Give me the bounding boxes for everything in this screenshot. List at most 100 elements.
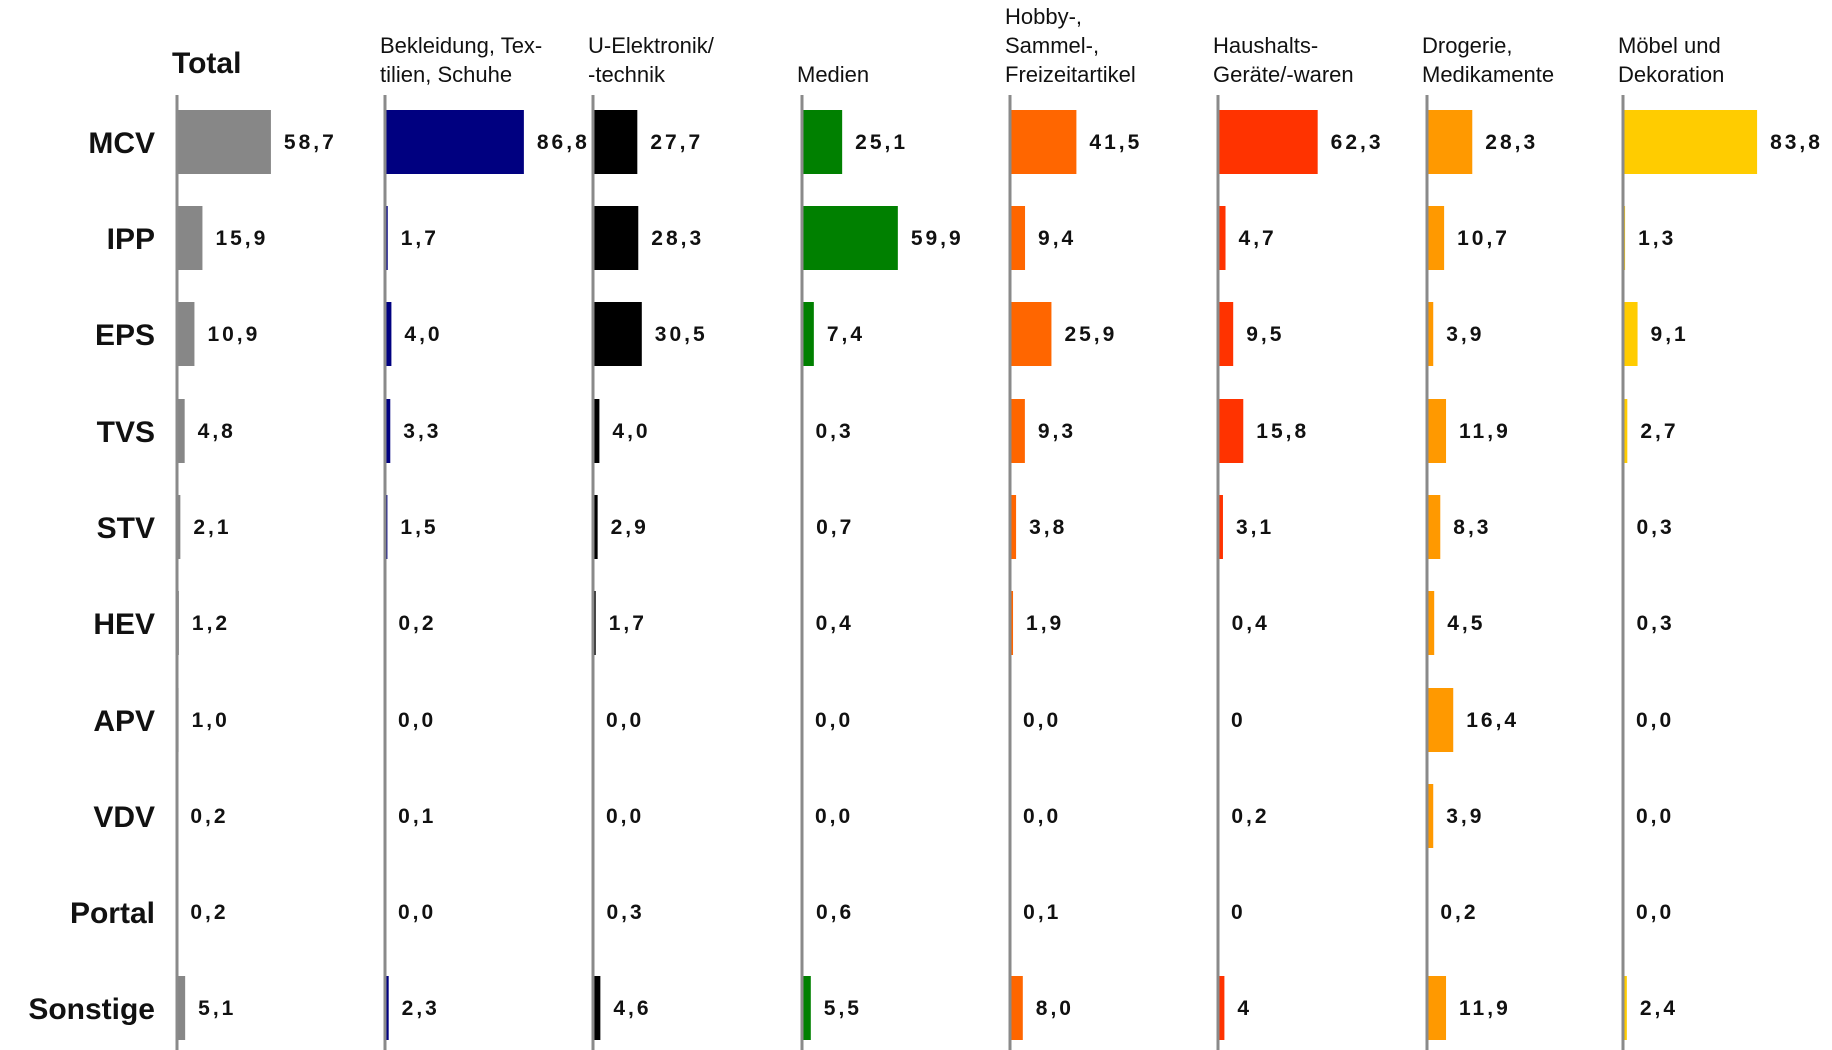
bar — [177, 976, 186, 1040]
bar — [1427, 784, 1434, 848]
value-label: 2,3 — [402, 997, 440, 1020]
bar — [802, 110, 843, 174]
panel-total: Total 58,7 15,9 10,9 4,8 2,1 1,2 1,0 0,2 0,2 5,1 — [172, 47, 337, 1050]
value-label: 0,0 — [1636, 805, 1674, 828]
panel-drogerie-medikamente: Drogerie, Medikamente 28,3 10,7 3,9 11,9 8,3 4,… — [1422, 33, 1554, 1050]
value-label: 0,3 — [1636, 612, 1674, 635]
value-label: 7,4 — [827, 323, 865, 346]
value-label: 27,7 — [650, 131, 703, 154]
bar — [1010, 976, 1023, 1040]
value-label: 10,7 — [1457, 227, 1510, 250]
value-label: 2,9 — [611, 516, 649, 539]
bar — [1427, 110, 1473, 174]
value-label: 2,4 — [1640, 997, 1678, 1020]
bar — [1623, 399, 1628, 463]
value-label: 15,8 — [1256, 420, 1309, 443]
value-label: 3,9 — [1446, 323, 1484, 346]
value-label: 0,2 — [190, 901, 228, 924]
value-label: 0,0 — [815, 805, 853, 828]
value-label: 0,2 — [1440, 901, 1478, 924]
bar — [593, 206, 639, 270]
value-label: 4,0 — [404, 323, 442, 346]
value-label: 30,5 — [655, 323, 708, 346]
column-title: Bekleidung, Tex-tilien, Schuhe — [380, 33, 542, 87]
value-label: 4,5 — [1447, 612, 1485, 635]
row-label-ipp: IPP — [107, 223, 155, 256]
value-label: 59,9 — [911, 227, 964, 250]
bar — [1427, 206, 1445, 270]
value-label: 9,5 — [1246, 323, 1284, 346]
value-label: 10,9 — [207, 323, 260, 346]
value-label: 0,1 — [398, 805, 436, 828]
value-label: 0,3 — [815, 420, 853, 443]
value-label: 0 — [1231, 709, 1246, 732]
value-label: 1,3 — [1638, 227, 1676, 250]
panel-möbel-und-dekoration: Möbel und Dekoration 83,8 1,3 9,1 2,7 0,3 0,3 0,… — [1618, 33, 1823, 1050]
row-label-vdv: VDV — [93, 801, 155, 834]
bar — [1623, 976, 1627, 1040]
value-label: 9,1 — [1651, 323, 1689, 346]
value-label: 4,6 — [613, 997, 651, 1020]
column-title: Medien — [797, 62, 869, 87]
bar — [593, 399, 600, 463]
value-label: 9,3 — [1038, 420, 1076, 443]
value-label: 0,0 — [1023, 805, 1061, 828]
value-label: 0,3 — [606, 901, 644, 924]
row-label-stv: STV — [97, 512, 155, 545]
bar — [593, 302, 642, 366]
bar — [1218, 976, 1225, 1040]
bar — [177, 495, 181, 559]
value-label: 8,0 — [1036, 997, 1074, 1020]
value-label: 0,0 — [398, 901, 436, 924]
bar — [1427, 302, 1434, 366]
value-label: 0,6 — [816, 901, 854, 924]
value-label: 0,0 — [606, 709, 644, 732]
panel-u-elektronik-technik: U-Elektronik/-technik 27,7 28,3 30,5 4,0 2,9 1… — [588, 33, 715, 1050]
value-label: 1,9 — [1026, 612, 1064, 635]
bar — [593, 495, 598, 559]
column-title: Möbel und Dekoration — [1618, 33, 1724, 87]
value-label: 0,7 — [816, 516, 854, 539]
value-label: 4,7 — [1239, 227, 1277, 250]
value-label: 41,5 — [1089, 131, 1142, 154]
value-label: 1,2 — [192, 612, 230, 635]
value-label: 0 — [1231, 901, 1246, 924]
value-label: 0,0 — [1636, 709, 1674, 732]
value-label: 62,3 — [1331, 131, 1384, 154]
value-label: 2,1 — [193, 516, 231, 539]
value-label: 5,1 — [198, 997, 236, 1020]
bar — [1010, 110, 1077, 174]
bar — [1427, 591, 1435, 655]
bar — [802, 302, 814, 366]
bar — [802, 976, 811, 1040]
row-label-portal: Portal — [70, 897, 155, 930]
value-label: 3,1 — [1236, 516, 1274, 539]
bar — [385, 399, 391, 463]
value-label: 16,4 — [1466, 709, 1519, 732]
value-label: 4,0 — [612, 420, 650, 443]
value-label: 83,8 — [1770, 131, 1823, 154]
value-label: 1,5 — [400, 516, 438, 539]
bar — [593, 110, 638, 174]
value-label: 25,9 — [1064, 323, 1117, 346]
row-label-mcv: MCV — [88, 127, 155, 160]
panels: Total 58,7 15,9 10,9 4,8 2,1 1,2 1,0 0,2 0,2 5,1 Be… — [172, 4, 1823, 1050]
bar — [385, 302, 392, 366]
value-label: 0,0 — [606, 805, 644, 828]
bar — [1010, 399, 1025, 463]
bar — [177, 206, 203, 270]
value-label: 1,0 — [192, 709, 230, 732]
bar — [177, 399, 185, 463]
bar — [177, 302, 195, 366]
bar — [1010, 302, 1052, 366]
value-label: 28,3 — [651, 227, 704, 250]
panel-hobby-sammel-freizeitartikel: Hobby-, Sammel-, Freizeitartikel 41,5 9,4 25,… — [1005, 4, 1142, 1050]
value-label: 58,7 — [284, 131, 337, 154]
value-label: 5,5 — [824, 997, 862, 1020]
value-label: 3,3 — [403, 420, 441, 443]
row-label-sonstige: Sonstige — [28, 993, 155, 1026]
panel-medien: Medien 25,1 59,9 7,4 0,3 0,7 0,4 0,0 0,0 0,6 5,5 — [797, 62, 964, 1050]
bar — [1218, 206, 1226, 270]
value-label: 0,2 — [190, 805, 228, 828]
